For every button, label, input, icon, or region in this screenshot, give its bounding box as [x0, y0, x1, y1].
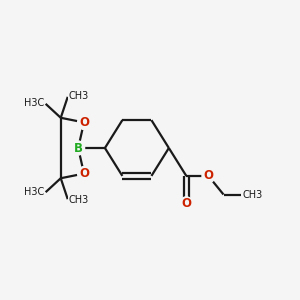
Text: B: B [74, 142, 83, 154]
Ellipse shape [180, 197, 193, 211]
Text: CH3: CH3 [69, 91, 89, 101]
Ellipse shape [78, 116, 90, 129]
Ellipse shape [72, 141, 85, 155]
Ellipse shape [202, 169, 215, 183]
Text: CH3: CH3 [69, 195, 89, 205]
Text: O: O [79, 167, 89, 180]
Text: O: O [181, 197, 191, 210]
Text: H3C: H3C [23, 187, 44, 197]
Ellipse shape [78, 167, 90, 181]
Text: H3C: H3C [23, 98, 44, 108]
Text: O: O [79, 116, 89, 129]
Text: O: O [203, 169, 213, 182]
Text: CH3: CH3 [242, 190, 262, 200]
